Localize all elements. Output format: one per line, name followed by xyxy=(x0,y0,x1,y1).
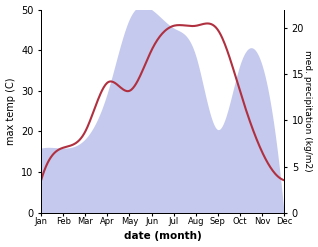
Y-axis label: med. precipitation (kg/m2): med. precipitation (kg/m2) xyxy=(303,50,313,172)
X-axis label: date (month): date (month) xyxy=(124,231,202,242)
Y-axis label: max temp (C): max temp (C) xyxy=(5,77,16,145)
